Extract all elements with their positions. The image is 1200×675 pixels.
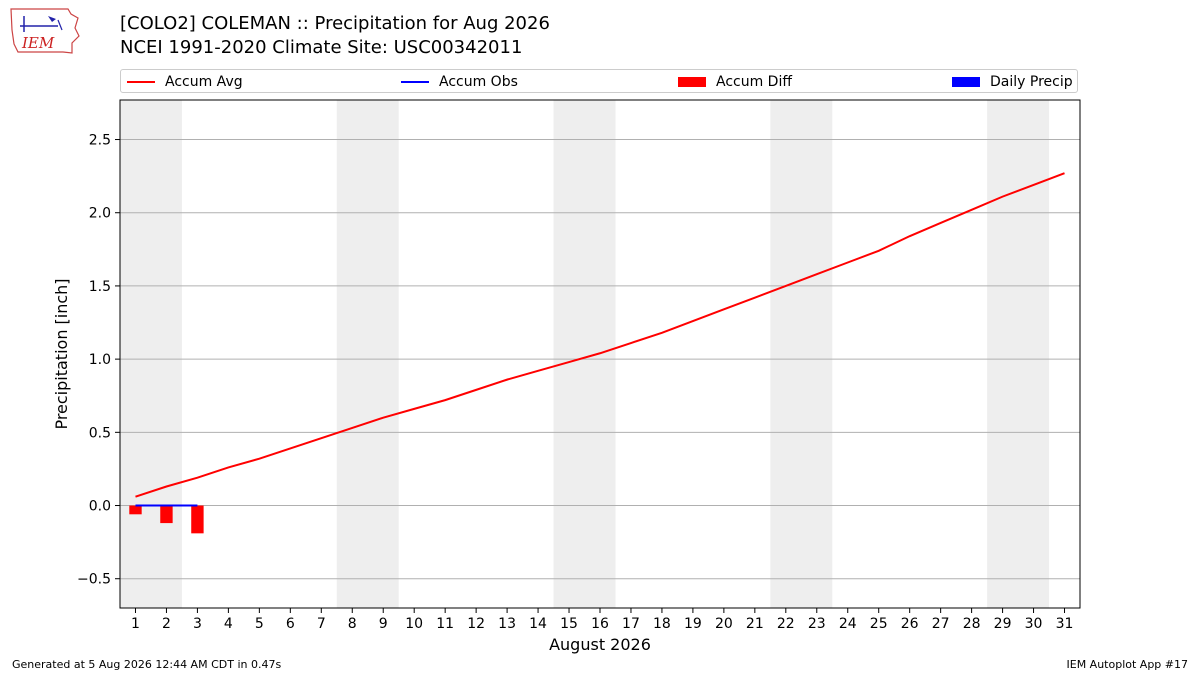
x-tick-label: 22 [777, 616, 795, 632]
y-tick-label: 1.0 [89, 352, 111, 368]
weekend-band [120, 100, 182, 608]
x-tick-label: 7 [317, 616, 326, 632]
line-marks [135, 172, 1065, 507]
x-tick-label: 24 [839, 616, 857, 632]
accum-avg-line [135, 172, 1065, 498]
x-tick-label: 31 [1056, 616, 1074, 632]
x-tick-label: 8 [348, 616, 357, 632]
x-tick-label: 14 [529, 616, 547, 632]
y-gridlines [120, 139, 1080, 580]
x-tick-label: 27 [932, 616, 950, 632]
x-tick-label: 3 [193, 616, 202, 632]
x-tick-label: 26 [901, 616, 919, 632]
footer-generated-text: Generated at 5 Aug 2026 12:44 AM CDT in … [12, 658, 282, 671]
y-axis-label: Precipitation [inch] [52, 278, 71, 429]
x-tick-label: 2 [162, 616, 171, 632]
legend-item-daily-precip: Daily Precip [952, 73, 1073, 91]
legend-label: Daily Precip [990, 74, 1073, 90]
legend-swatch [401, 81, 429, 83]
legend-label: Accum Obs [439, 74, 518, 90]
accum-diff-bar [191, 505, 204, 534]
bar-marks [129, 505, 204, 534]
legend-item-accum-diff: Accum Diff [678, 73, 792, 91]
x-tick-label: 29 [994, 616, 1012, 632]
accum-diff-bar [160, 505, 173, 524]
x-tick-label: 18 [653, 616, 671, 632]
legend-item-accum-avg: Accum Avg [127, 73, 243, 91]
x-tick-label: 12 [467, 616, 485, 632]
x-tick-label: 19 [684, 616, 702, 632]
legend-swatch [678, 77, 706, 87]
accum-diff-bar [129, 505, 142, 515]
x-tick-label: 30 [1025, 616, 1043, 632]
x-tick-label: 9 [379, 616, 388, 632]
y-tick-label: −0.5 [77, 572, 111, 588]
x-axis-ticks: 1 2 3 4 5 6 7 8 9 10 11 12 13 14 15 16 17 18 19 20 21 22 23 24 2… [131, 608, 1073, 632]
x-tick-label: 17 [622, 616, 640, 632]
x-tick-label: 4 [224, 616, 233, 632]
weekend-shading [120, 100, 1050, 608]
x-tick-label: 28 [963, 616, 981, 632]
x-tick-label: 15 [560, 616, 578, 632]
x-tick-label: 23 [808, 616, 826, 632]
x-tick-label: 5 [255, 616, 264, 632]
legend-item-accum-obs: Accum Obs [401, 73, 518, 91]
weekend-band [987, 100, 1050, 608]
chart-subtitle: NCEI 1991-2020 Climate Site: USC00342011 [120, 37, 523, 58]
chart-title: [COLO2] COLEMAN :: Precipitation for Aug… [120, 13, 550, 34]
footer-app-text: IEM Autoplot App #17 [1066, 658, 1189, 671]
y-axis-ticks: −0.5 0.0 0.5 1.0 1.5 2.0 2.5 [77, 133, 120, 588]
weekend-band [770, 100, 833, 608]
weekend-band [553, 100, 616, 608]
legend: Accum Avg Accum Obs Accum Diff Daily Pre… [120, 69, 1078, 93]
logo-text: IEM [21, 34, 55, 52]
iowa-map-logo-icon: IEM [10, 8, 80, 54]
x-tick-label: 10 [405, 616, 423, 632]
x-tick-label: 20 [715, 616, 733, 632]
x-tick-label: 1 [131, 616, 140, 632]
x-tick-label: 13 [498, 616, 516, 632]
y-tick-label: 0.0 [89, 499, 111, 515]
weekend-band [336, 100, 399, 608]
y-tick-label: 2.0 [89, 206, 111, 222]
legend-label: Accum Diff [716, 74, 793, 90]
iem-logo: IEM [8, 6, 80, 58]
legend-swatch [127, 81, 155, 83]
x-tick-label: 25 [870, 616, 888, 632]
legend-label: Accum Avg [165, 74, 243, 90]
x-tick-label: 16 [591, 616, 609, 632]
y-tick-label: 1.5 [89, 279, 111, 295]
x-tick-label: 21 [746, 616, 764, 632]
y-tick-label: 0.5 [89, 425, 111, 441]
legend-swatch [952, 77, 980, 87]
x-tick-label: 6 [286, 616, 295, 632]
x-tick-label: 11 [436, 616, 454, 632]
y-tick-label: 2.5 [89, 133, 111, 149]
x-axis-label: August 2026 [549, 635, 651, 654]
